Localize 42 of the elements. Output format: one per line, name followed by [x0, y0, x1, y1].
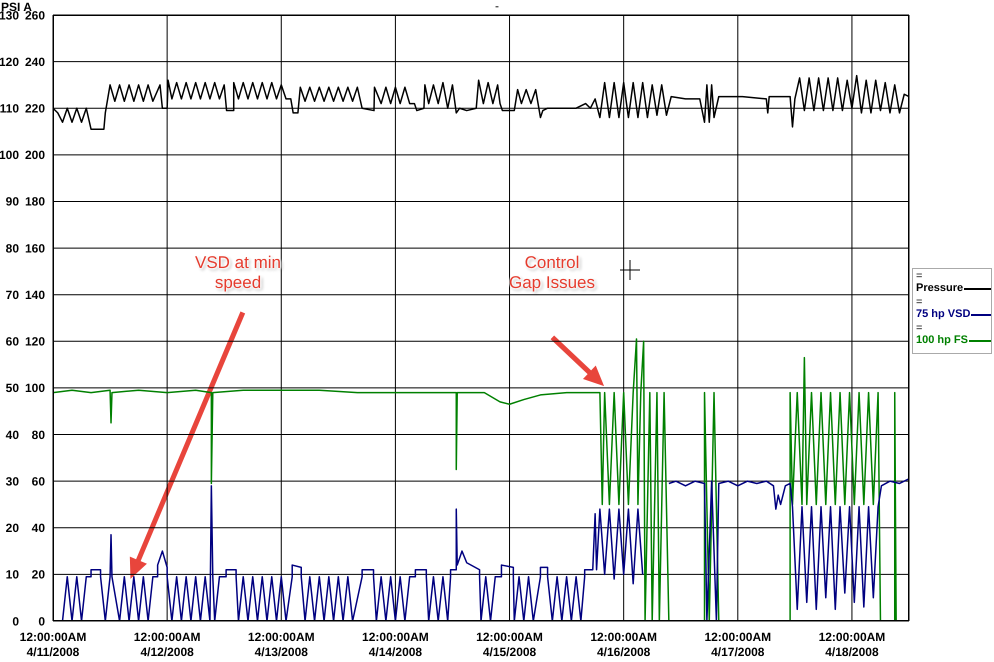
y-tick-label: 40	[6, 428, 20, 442]
y2-tick-label: 200	[24, 148, 46, 162]
legend-label: 100 hp FS	[916, 334, 968, 347]
x-tick-label: 12:00:00AM 4/12/2008	[134, 630, 200, 659]
y-tick-label: 120	[0, 54, 20, 69]
x-tick-label: 12:00:00AM 4/13/2008	[248, 630, 315, 659]
y-tick-label: 80	[6, 241, 20, 256]
y-tick-label: 100	[0, 148, 20, 162]
x-tick-label: 12:00:00AM 4/11/2008	[20, 630, 86, 659]
y-tick-label: 110	[0, 101, 20, 116]
y-tick-label: 90	[6, 194, 20, 209]
x-tick-label: 12:00:00AM 4/15/2008	[476, 630, 543, 659]
y2-tick-label: 80	[32, 428, 46, 442]
y2-tick-label: 100	[24, 381, 46, 396]
y2-tick-label: 60	[32, 474, 46, 488]
y-tick-label: 60	[6, 334, 20, 349]
y-tick-label: 30	[6, 474, 20, 488]
y2-tick-label: 140	[24, 288, 46, 302]
y2-tick-label: 220	[24, 101, 46, 116]
x-tick-label: 12:00:00AM 4/16/2008	[590, 630, 658, 659]
y-tick-label: 50	[6, 381, 20, 396]
y2-tick-label: 240	[24, 54, 46, 69]
y2-tick-label: 20	[32, 568, 46, 582]
y2-tick-label: 180	[24, 194, 46, 209]
y-tick-label: 0	[12, 614, 20, 628]
x-tick-label: 12:00:00AM 4/18/2008	[818, 630, 886, 659]
y-tick-label: 10	[6, 568, 20, 582]
annotation: VSD at min speed	[194, 253, 282, 293]
text: =	[916, 270, 924, 282]
y2-tick-label: 160	[24, 241, 46, 256]
text: =	[916, 296, 924, 308]
y-tick-label: 20	[6, 521, 20, 536]
x-tick-label: 12:00:00AM 4/17/2008	[704, 630, 772, 659]
chart-title: -	[495, 0, 499, 13]
y-tick-label: 70	[6, 288, 20, 302]
y2-tick-label: 0	[38, 614, 46, 628]
legend-label: 75 hp VSD	[916, 308, 970, 321]
y2-tick-label: 120	[24, 334, 46, 349]
x-tick-label: 12:00:00AM 4/14/2008	[362, 630, 429, 659]
legend-label: Pressure	[916, 282, 964, 295]
text: =	[916, 322, 924, 334]
y2-tick-label: 40	[32, 521, 46, 536]
